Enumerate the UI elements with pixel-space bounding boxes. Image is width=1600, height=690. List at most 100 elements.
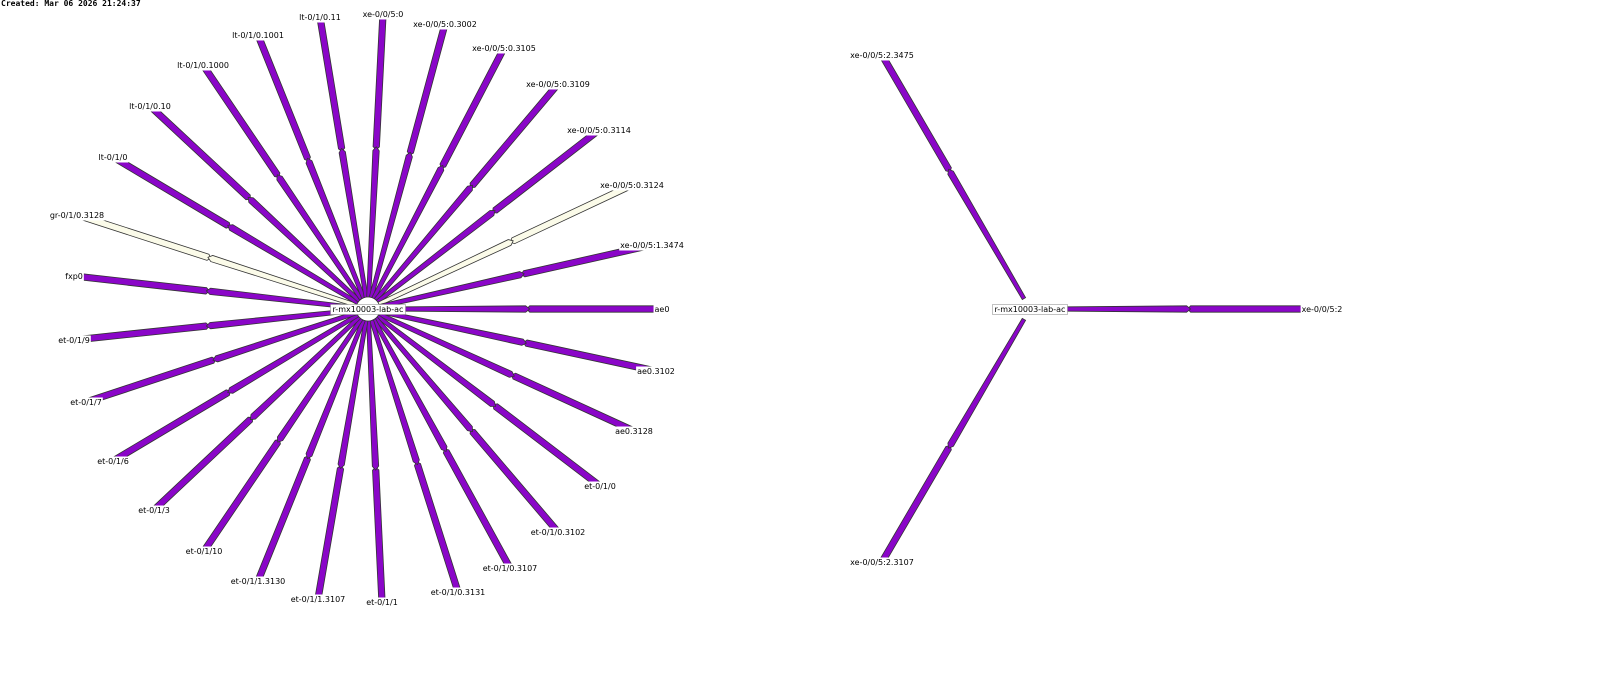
interface-label-et-0-1-0-3102-background — [529, 527, 587, 538]
interface-label-et-0-1-0-3107[interactable]: et-0/1/0.3107 — [481, 563, 539, 574]
link-xe-0-0-5-2-3475-inner[interactable] — [947, 168, 1027, 301]
link-lt-0-1-0-inner[interactable] — [227, 224, 360, 306]
link-xe-0-0-5-0-outer[interactable] — [372, 13, 387, 151]
interface-label-xe-0-0-5-0-3105[interactable]: xe-0/0/5:0.3105 — [471, 43, 537, 54]
interface-label-et-0-1-0-3107-background — [481, 563, 539, 574]
interface-label-lt-0-1-0-11[interactable]: lt-0/1/0.11 — [298, 12, 342, 23]
router-node-label-background — [330, 304, 406, 315]
interface-label-et-0-1-3[interactable]: et-0/1/3 — [137, 505, 171, 516]
interface-label-xe-0-0-5-2[interactable]: xe-0/0/5:2 — [1300, 304, 1344, 315]
interface-label-gr-0-1-0-3128[interactable]: gr-0/1/0.3128 — [48, 210, 106, 221]
link-et-0-1-1-3107-inner[interactable] — [337, 320, 369, 470]
link-et-0-1-1-3130-inner[interactable] — [305, 318, 366, 460]
interface-label-et-0-1-0-3107-text: et-0/1/0.3107 — [483, 564, 538, 573]
link-xe-0-0-5-0-3114-inner[interactable] — [375, 210, 496, 304]
link-et-0-1-3-inner[interactable] — [249, 315, 362, 420]
link-lt-0-1-0-11-outer[interactable] — [316, 16, 346, 152]
link-ae0-3102-inner[interactable] — [378, 309, 528, 346]
interface-label-et-0-1-0-3102-text: et-0/1/0.3102 — [531, 528, 586, 537]
interface-label-ae0-3128[interactable]: ae0.3128 — [614, 426, 654, 437]
interface-label-xe-0-0-5-0-3002[interactable]: xe-0/0/5:0.3002 — [412, 19, 478, 30]
link-et-0-1-0-3131-outer[interactable] — [414, 461, 462, 594]
interface-label-xe-0-0-5-0-3109[interactable]: xe-0/0/5:0.3109 — [525, 79, 591, 90]
link-et-0-1-0-3102-inner[interactable] — [373, 316, 473, 433]
interface-label-et-0-1-0-3131[interactable]: et-0/1/0.3131 — [429, 587, 487, 598]
interface-label-et-0-1-10[interactable]: et-0/1/10 — [184, 546, 224, 557]
interface-label-xe-0-0-5-0-3002-text: xe-0/0/5:0.3002 — [413, 20, 477, 29]
link-lt-0-1-0-11-inner[interactable] — [338, 147, 369, 298]
interface-label-xe-0-0-5-2-3475-background — [849, 50, 915, 61]
interface-label-ae0-3102[interactable]: ae0.3102 — [636, 366, 676, 377]
interface-label-et-0-1-1-3130-background — [229, 576, 287, 587]
interface-label-lt-0-1-0-10[interactable]: lt-0/1/0.10 — [128, 101, 172, 112]
link-lt-0-1-0-1001-inner[interactable] — [305, 157, 366, 300]
created-timestamp: Created: Mar 06 2026 21:24:37 — [1, 0, 141, 8]
interface-label-gr-0-1-0-3128-text: gr-0/1/0.3128 — [50, 211, 104, 220]
link-et-0-1-6-inner[interactable] — [227, 312, 360, 394]
links-group — [878, 52, 1323, 565]
interface-label-et-0-1-1[interactable]: et-0/1/1 — [365, 597, 399, 608]
interface-label-xe-0-0-5-0-3124-text: xe-0/0/5:0.3124 — [600, 181, 664, 190]
router-node-label[interactable]: r-mx10003-lab-ac — [330, 304, 406, 315]
interface-label-et-0-1-7-background — [69, 397, 103, 408]
link-ae0-3128-outer[interactable] — [511, 372, 636, 435]
link-et-0-1-1-outer[interactable] — [372, 466, 386, 603]
interface-label-xe-0-0-5-2-3475[interactable]: xe-0/0/5:2.3475 — [849, 50, 915, 61]
link-et-0-1-1-inner[interactable] — [366, 320, 380, 471]
interface-label-xe-0-0-5-0-3002-background — [412, 19, 478, 30]
interface-label-lt-0-1-0-1001[interactable]: lt-0/1/0.1001 — [231, 30, 285, 41]
interface-label-ae0[interactable]: ae0 — [653, 304, 671, 315]
link-xe-0-0-5-0-3002-inner[interactable] — [368, 151, 413, 299]
interface-label-xe-0-0-5-0-3124[interactable]: xe-0/0/5:0.3124 — [599, 180, 665, 191]
interface-label-xe-0-0-5-2-3107-background — [849, 557, 915, 568]
interface-label-et-0-1-1-background — [365, 597, 399, 608]
link-xe-0-0-5-2-3107-inner[interactable] — [947, 317, 1027, 449]
interface-label-lt-0-1-0[interactable]: lt-0/1/0 — [97, 152, 129, 163]
interface-label-lt-0-1-0-1000[interactable]: lt-0/1/0.1000 — [176, 60, 230, 71]
link-et-0-1-7-outer[interactable] — [84, 356, 217, 406]
link-xe-0-0-5-0-3124-outer[interactable] — [509, 181, 634, 245]
interface-label-et-0-1-7-text: et-0/1/7 — [70, 398, 102, 407]
interface-label-xe-0-0-5-0[interactable]: xe-0/0/5:0 — [361, 9, 405, 20]
interface-label-et-0-1-9[interactable]: et-0/1/9 — [57, 335, 91, 346]
link-xe-0-0-5-1-3474-inner[interactable] — [378, 271, 525, 309]
router-node-label[interactable]: r-mx10003-lab-ac — [992, 304, 1068, 315]
link-et-0-1-10-inner[interactable] — [276, 317, 364, 443]
link-xe-0-0-5-0-3002-outer[interactable] — [406, 22, 449, 156]
interface-label-xe-0-0-5-0-3114[interactable]: xe-0/0/5:0.3114 — [566, 125, 632, 136]
link-et-0-1-0-3131-inner[interactable] — [369, 319, 420, 466]
link-xe-0-0-5-0-3124-inner[interactable] — [377, 239, 514, 307]
link-et-0-1-1-3130-outer[interactable] — [254, 455, 311, 583]
interface-label-et-0-1-7[interactable]: et-0/1/7 — [69, 397, 103, 408]
link-xe-0-0-5-0-3105-inner[interactable] — [371, 164, 445, 300]
interface-label-et-0-1-6-text: et-0/1/6 — [97, 457, 129, 466]
interface-label-et-0-1-0[interactable]: et-0/1/0 — [583, 481, 617, 492]
interface-label-et-0-1-0-3102[interactable]: et-0/1/0.3102 — [529, 527, 587, 538]
interface-label-et-0-1-6[interactable]: et-0/1/6 — [96, 456, 130, 467]
link-xe-0-0-5-0-3105-outer[interactable] — [439, 45, 508, 169]
interface-label-xe-0-0-5-1-3474[interactable]: xe-0/0/5:1.3474 — [619, 240, 685, 251]
link-xe-0-0-5-0-inner[interactable] — [366, 146, 380, 298]
link-et-0-1-1-3107-outer[interactable] — [314, 465, 345, 601]
link-fxp0-outer[interactable] — [73, 272, 210, 295]
interface-label-lt-0-1-0-1001-background — [231, 30, 285, 41]
link-ae0-outer[interactable] — [526, 305, 663, 313]
interface-label-ae0-text: ae0 — [655, 305, 670, 314]
interface-label-fxp0[interactable]: fxp0 — [64, 271, 84, 282]
link-lt-0-1-0-1001-outer[interactable] — [254, 33, 311, 162]
interface-label-ae0-3102-text: ae0.3102 — [637, 367, 675, 376]
link-xe-0-0-5-2-3475-outer[interactable] — [878, 52, 952, 173]
interface-label-et-0-1-0-background — [583, 481, 617, 492]
link-xe-0-0-5-2-3107-outer[interactable] — [878, 445, 952, 565]
link-et-0-1-0-3107-inner[interactable] — [371, 318, 448, 453]
interface-label-xe-0-0-5-2-3107[interactable]: xe-0/0/5:2.3107 — [849, 557, 915, 568]
link-et-0-1-9-outer[interactable] — [73, 322, 210, 344]
interface-label-xe-0-0-5-1-3474-text: xe-0/0/5:1.3474 — [620, 241, 684, 250]
link-xe-0-0-5-0-3109-inner[interactable] — [373, 184, 473, 302]
link-lt-0-1-0-10-inner[interactable] — [247, 196, 362, 303]
interface-label-et-0-1-1-3130[interactable]: et-0/1/1.3130 — [229, 576, 287, 587]
link-et-0-1-0-inner[interactable] — [375, 314, 497, 407]
interface-label-et-0-1-1-3107[interactable]: et-0/1/1.3107 — [289, 594, 347, 605]
link-lt-0-1-0-1000-inner[interactable] — [276, 174, 364, 301]
